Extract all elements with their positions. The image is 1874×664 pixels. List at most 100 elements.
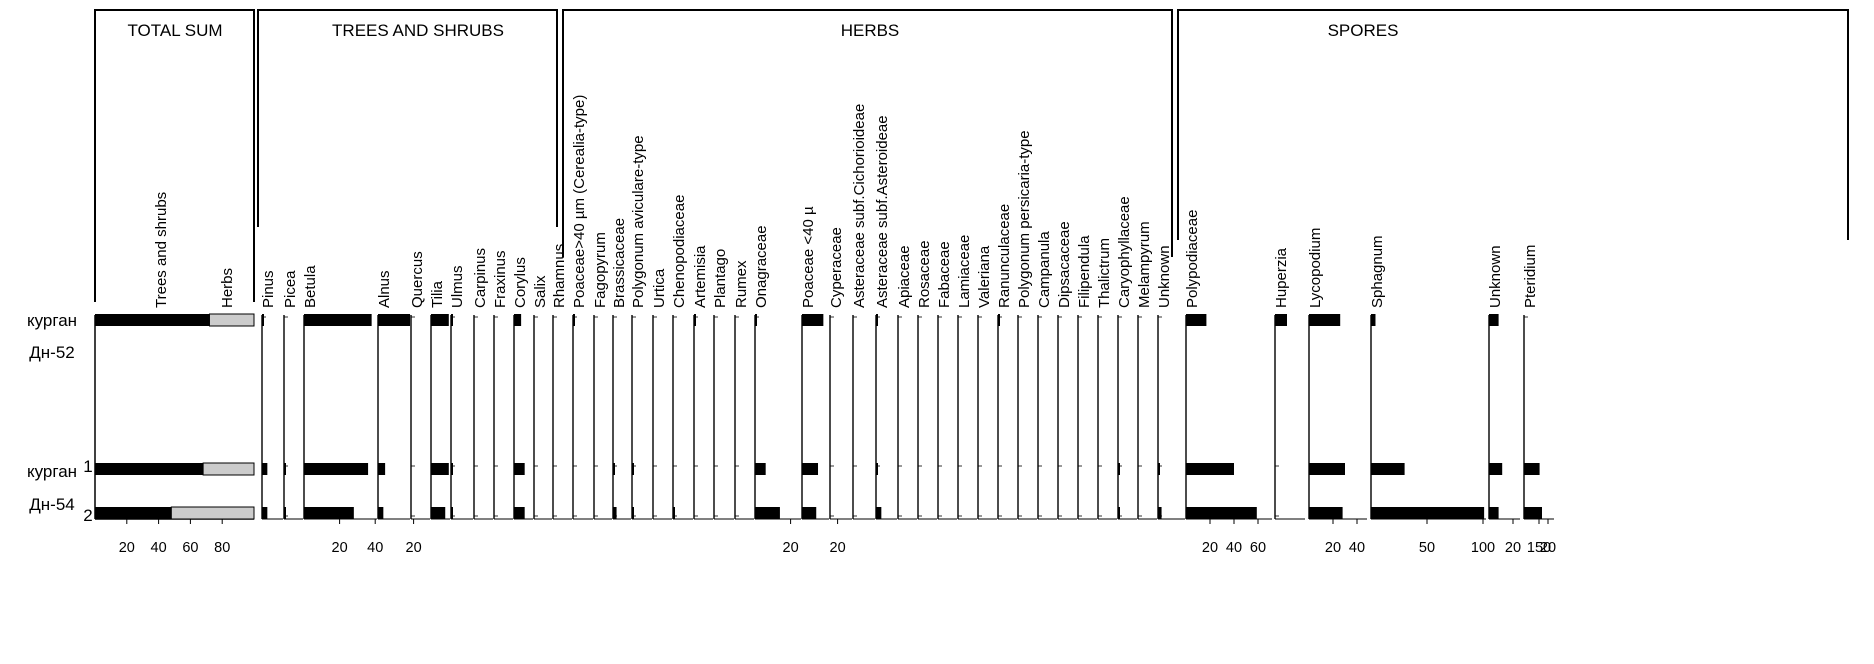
taxon-label: Melampyrum bbox=[1136, 221, 1153, 308]
bar bbox=[378, 507, 384, 519]
bar bbox=[1186, 314, 1207, 326]
bar-trees-and-shrubs bbox=[95, 314, 210, 326]
taxon-tick-label: 150 bbox=[1527, 540, 1551, 556]
group-bracket bbox=[257, 9, 558, 227]
bar bbox=[304, 463, 369, 475]
taxon-label: Salix bbox=[532, 275, 549, 308]
taxon-label: Valeriana bbox=[976, 245, 993, 308]
taxon-polygonum-persicaria-type: Polygonum persicaria-type bbox=[1016, 130, 1037, 520]
sum-tick-label: 20 bbox=[119, 540, 135, 556]
bar bbox=[1309, 507, 1343, 519]
taxon-polygonum-aviculare-type: Polygonum aviculare-type bbox=[630, 135, 652, 520]
sample-labels: курган Дн-52 курган 1 Дн-54 2 bbox=[27, 311, 93, 525]
taxon-ranunculaceae: Ranunculaceae bbox=[996, 204, 1017, 520]
bar bbox=[613, 463, 615, 475]
taxon-unknown: Unknown bbox=[1156, 245, 1185, 520]
taxon-label: Ranunculaceae bbox=[996, 204, 1013, 308]
taxon-label: Quercus bbox=[409, 251, 426, 308]
taxon-onagraceae: Onagraceae 20 bbox=[753, 225, 801, 556]
bar bbox=[514, 507, 525, 519]
bar bbox=[1118, 507, 1120, 519]
taxon-brassicaceae: Brassicaceae bbox=[611, 218, 631, 520]
sum-tick-label: 40 bbox=[151, 540, 167, 556]
taxon-apiaceae: Apiaceae bbox=[896, 245, 917, 520]
taxon-ulmus: Ulmus bbox=[449, 265, 473, 520]
taxon-label: Unknown bbox=[1156, 245, 1173, 308]
taxon-urtica: Urtica bbox=[651, 268, 672, 520]
taxon-label: Picea bbox=[282, 270, 299, 308]
bar bbox=[431, 507, 446, 519]
taxon-filipendula: Filipendula bbox=[1076, 235, 1097, 520]
taxon-valeriana: Valeriana bbox=[976, 245, 997, 520]
group-label: SPORES bbox=[1328, 21, 1399, 40]
taxon-label: Polygonum persicaria-type bbox=[1016, 130, 1033, 308]
bar bbox=[755, 507, 780, 519]
bar bbox=[262, 314, 264, 326]
bar-herbs bbox=[170, 506, 255, 520]
bar bbox=[1158, 463, 1160, 475]
bar bbox=[876, 507, 882, 519]
sample-id: 2 bbox=[83, 506, 92, 525]
group-label: HERBS bbox=[841, 21, 900, 40]
taxon-artemisia: Artemisia bbox=[692, 245, 713, 520]
taxon-label: Huperzia bbox=[1273, 247, 1290, 308]
group-bracket bbox=[562, 9, 1173, 257]
bar bbox=[1489, 314, 1499, 326]
taxon-salix: Salix bbox=[532, 275, 552, 520]
bar bbox=[755, 463, 766, 475]
bar bbox=[876, 463, 878, 475]
taxon-label: Fraxinus bbox=[492, 250, 509, 308]
sample-site: курган bbox=[27, 311, 77, 330]
taxon-label: Artemisia bbox=[692, 245, 709, 308]
bar bbox=[1524, 463, 1540, 475]
taxon-label: Rumex bbox=[733, 260, 750, 308]
taxon-label: Caryophyllaceae bbox=[1116, 196, 1133, 308]
bar bbox=[802, 463, 819, 475]
taxon-rhamnus: Rhamnus bbox=[551, 244, 572, 520]
sample-0: курган Дн-52 bbox=[27, 311, 77, 362]
bar-herbs bbox=[208, 313, 255, 327]
taxon-label: Alnus bbox=[376, 270, 393, 308]
taxon-caryophyllaceae: Caryophyllaceae bbox=[1116, 196, 1137, 520]
taxon-label: Asteraceae subf.Cichorioideae bbox=[851, 104, 868, 308]
sum-tick-label: 80 bbox=[214, 540, 230, 556]
taxon-polypodiaceae: Polypodiaceae 20 40 60 bbox=[1184, 210, 1272, 556]
taxon-tick-label: 20 bbox=[1505, 540, 1521, 556]
taxon-label: Pteridium bbox=[1522, 245, 1539, 308]
taxon-poaceae-40-: Poaceae <40 µ 20 bbox=[800, 206, 846, 556]
bar bbox=[998, 314, 1000, 326]
taxon-label: Unknown bbox=[1487, 245, 1504, 308]
taxon-label: Corylus bbox=[512, 257, 529, 308]
taxon-label: Rosaceae bbox=[916, 240, 933, 308]
taxon-fagopyrum: Fagopyrum bbox=[592, 232, 612, 520]
total-sum-panel: 20 40 60 80 Trees and shrubs Herbs bbox=[94, 192, 255, 556]
bar bbox=[755, 314, 757, 326]
bar bbox=[451, 507, 453, 519]
taxon-label: Poaceae>40 µm (Cerealia-type) bbox=[571, 95, 588, 308]
taxon-corylus: Corylus bbox=[512, 257, 533, 520]
taxon-tick-label: 20 bbox=[783, 540, 799, 556]
bar bbox=[1186, 463, 1234, 475]
bar bbox=[1309, 463, 1345, 475]
bar bbox=[431, 463, 449, 475]
group-label: TREES AND SHRUBS bbox=[332, 21, 504, 40]
bar bbox=[573, 314, 575, 326]
taxon-label: Chenopodiaceae bbox=[671, 195, 688, 308]
taxon-label: Rhamnus bbox=[551, 244, 568, 308]
taxon-tilia: Tilia bbox=[429, 280, 450, 520]
taxon-unknown: Unknown 20 bbox=[1487, 245, 1521, 556]
taxon-tick-label: 20 bbox=[1540, 540, 1556, 556]
taxon-label: Brassicaceae bbox=[611, 218, 628, 308]
bar bbox=[1158, 507, 1162, 519]
sample-id: 1 bbox=[83, 457, 92, 476]
taxon-label: Betula bbox=[302, 265, 319, 308]
taxon-label: Poaceae <40 µ bbox=[800, 206, 817, 308]
bar bbox=[451, 314, 453, 326]
taxon-asteraceae-subf-asteroideae: Asteraceae subf.Asteroideae bbox=[874, 115, 897, 520]
group-trees: TREES AND SHRUBS bbox=[257, 9, 558, 227]
taxon-label: Lamiaceae bbox=[956, 235, 973, 308]
taxon-asteraceae-subf-cichorioideae: Asteraceae subf.Cichorioideae bbox=[851, 104, 875, 520]
taxon-alnus: Alnus 20 bbox=[376, 270, 422, 556]
bar bbox=[514, 463, 525, 475]
sum-tick-label: 60 bbox=[182, 540, 198, 556]
